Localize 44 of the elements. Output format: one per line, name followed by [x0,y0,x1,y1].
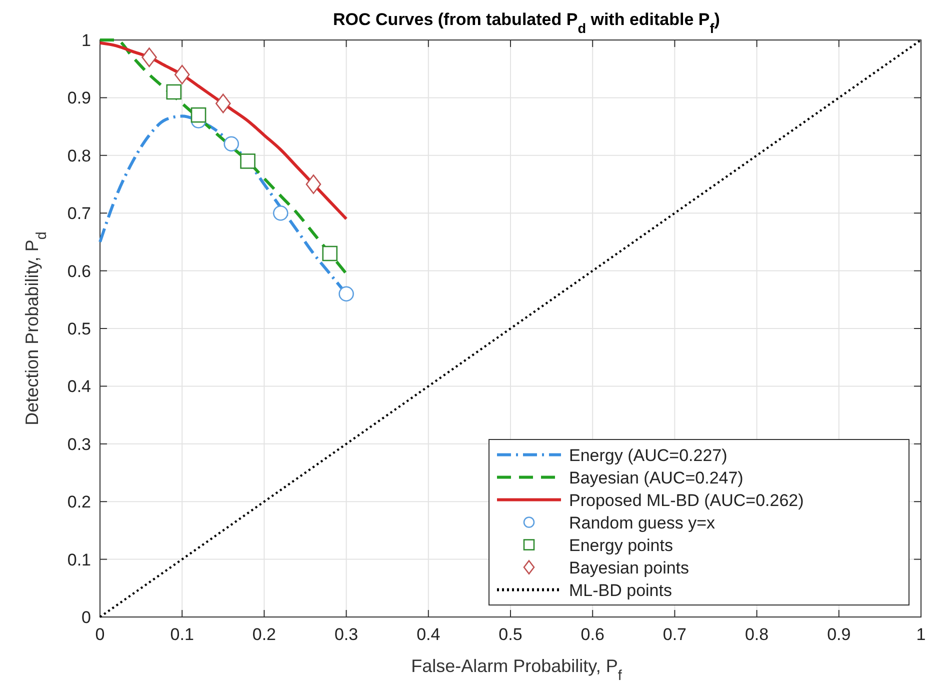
x-tick-label: 0.3 [334,625,358,644]
y-tick-label: 0.4 [67,377,91,396]
line-series [98,38,348,276]
point [240,154,256,169]
point [272,205,288,221]
x-axis-title: False-Alarm Probability, P$_{f}$ [411,656,623,684]
legend-label: Energy (AUC=0.227) [569,446,728,465]
x-tick-label: 0.7 [662,625,687,644]
y-tick-label: 0.7 [67,204,91,224]
line-series [98,41,348,220]
legend-label: Bayesian points [569,558,690,578]
legend-label: Bayesian (AUC=0.247) [569,468,744,488]
point [306,174,322,194]
y-tick-label: 0.3 [67,434,91,454]
point [142,48,157,68]
x-tick-label: 0.6 [580,625,604,644]
y-tick-label: 0.9 [67,88,91,108]
chart-title: ROC Curves (from tabulated P$_{d}$ with editable P$_{f}$) [333,10,720,36]
x-tick-label: 0.2 [252,625,276,644]
x-tick-label: 0.9 [827,625,851,644]
y-tick-label: 1 [82,31,91,50]
point [190,107,206,123]
y-tick-label: 0.6 [67,262,91,281]
point [174,64,190,84]
y-tick-label: 0 [82,608,91,627]
x-tick-label: 0.8 [744,625,769,644]
legend-label: ML-BD points [569,580,672,600]
point [166,84,182,100]
point [224,136,240,152]
legend-label: Energy points [569,536,673,555]
x-tick-label: 0.4 [416,625,440,644]
legend-label: Random guess y=x [569,513,716,532]
x-tick-label: 0 [95,625,105,644]
y-tick-label: 0.8 [67,146,91,166]
y-tick-label: 0.5 [67,320,91,338]
point [338,286,354,302]
x-tick-label: 1 [916,625,926,644]
x-tick-label: 0.1 [170,625,194,644]
legend-label: Proposed ML-BD (AUC=0.262) [569,490,804,510]
x-tick-label: 0.5 [498,625,522,644]
point [216,94,231,114]
y-tick-label: 0.2 [67,492,91,512]
point [322,246,338,262]
y-tick-label: 0.1 [67,550,91,570]
